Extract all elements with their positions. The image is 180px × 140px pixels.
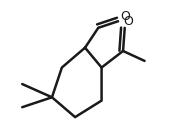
Text: O: O bbox=[120, 10, 130, 23]
Text: O: O bbox=[123, 15, 133, 28]
